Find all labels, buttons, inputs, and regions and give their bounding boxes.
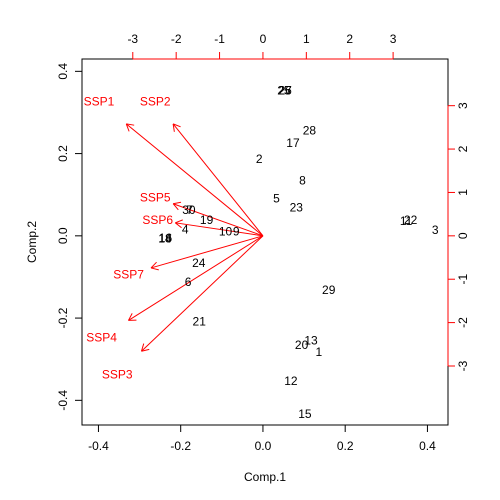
point-label: 2	[256, 152, 263, 166]
point-label: 8	[299, 173, 306, 187]
point-label: 18	[158, 232, 172, 246]
loading-label-ssp1: SSP1	[84, 95, 115, 109]
axis-top-tick-label: -3	[127, 32, 138, 46]
loading-label-ssp5: SSP5	[140, 190, 171, 204]
axis-right-tick-label: 0	[456, 232, 470, 239]
axis-bottom-tick-label: 0.0	[255, 439, 272, 453]
loading-arrow-ssp4	[128, 235, 264, 321]
loading-arrowhead	[150, 261, 157, 269]
axis-top-tick-label: 0	[260, 32, 267, 46]
axis-top-tick-label: 3	[390, 32, 397, 46]
axis-top-tick-label: 1	[303, 32, 310, 46]
loading-arrow-ssp6	[175, 222, 264, 237]
point-label: 10	[219, 225, 233, 239]
loading-arrowhead	[172, 123, 175, 132]
axis-bottom-tick-label: 0.2	[337, 439, 354, 453]
loading-arrowhead	[150, 267, 159, 271]
axis-bottom-tick-label: -0.4	[88, 439, 109, 453]
axis-top: -3 -2 -1 0 1 2 3	[127, 32, 397, 60]
loading-label-ssp7: SSP7	[113, 267, 144, 281]
loading-arrowhead	[126, 123, 135, 126]
axis-top-tick-label: -1	[214, 32, 225, 46]
loading-arrowhead	[141, 348, 150, 352]
point-label: 23	[290, 200, 304, 214]
axis-left-tick-label: 0.0	[56, 227, 70, 244]
loading-arrowhead	[172, 203, 179, 211]
axis-top-tick-label: 2	[346, 32, 353, 46]
point-label: 14	[158, 232, 172, 246]
point-label: 20	[295, 338, 309, 352]
point-label: 6	[185, 275, 192, 289]
axis-left-tick-label: 0.4	[56, 63, 70, 80]
point-label: 4	[182, 223, 189, 237]
axis-bottom: -0.4 -0.2 0.0 0.2 0.4	[88, 424, 436, 453]
point-label: 22	[404, 213, 418, 227]
point-label: 9	[233, 225, 240, 239]
loading-arrowhead	[172, 123, 181, 128]
axis-right-tick-label: -2	[456, 317, 470, 328]
point-label: 1	[316, 345, 323, 359]
axis-right-tick-label: -3	[456, 360, 470, 371]
axis-right-tick-label: 3	[456, 102, 470, 109]
axis-bottom-tick-label: 0.4	[419, 439, 436, 453]
y-axis-title: Comp.2	[25, 221, 39, 263]
axis-right-tick-label: 1	[456, 189, 470, 196]
point-label: 26	[278, 83, 292, 97]
loading-arrow-ssp5	[172, 203, 264, 237]
point-label: 15	[298, 407, 312, 421]
loading-arrowhead	[125, 123, 130, 132]
point-label: 19	[200, 213, 214, 227]
point-label: 16	[159, 231, 173, 245]
axis-top-tick-label: -2	[171, 32, 182, 46]
loading-arrows: SSP1 SSP2 SSP3 SSP4 SSP5 SSP6 SSP7	[84, 95, 264, 381]
loading-arrowhead	[173, 201, 182, 205]
point-label: 25	[277, 83, 291, 97]
point-label: 3	[432, 223, 439, 237]
point-label: 21	[193, 314, 207, 328]
loading-label-ssp3: SSP3	[102, 367, 133, 381]
point-label: 13	[304, 334, 318, 348]
axis-right-tick-label: 2	[456, 145, 470, 152]
x-axis-title: Comp.1	[244, 470, 286, 484]
point-label: 29	[322, 283, 336, 297]
point-label: 27	[278, 83, 292, 97]
loading-arrowhead	[140, 343, 145, 352]
loading-label-ssp2: SSP2	[140, 95, 171, 109]
loading-arrowhead	[174, 222, 182, 229]
axis-right: -3 -2 -1 0 1 2 3	[447, 102, 470, 371]
loading-label-ssp4: SSP4	[86, 330, 117, 344]
point-label: 17	[286, 136, 300, 150]
axis-bottom-tick-label: -0.2	[170, 439, 191, 453]
point-label: 11	[400, 214, 413, 228]
axis-left-tick-label: -0.2	[56, 307, 70, 328]
loading-arrow-ssp3	[141, 235, 264, 352]
loading-arrow-ssp2	[172, 123, 264, 237]
loading-arrowhead	[128, 313, 133, 321]
point-label: 30	[182, 203, 196, 217]
loading-arrow-ssp7	[150, 235, 264, 269]
axis-left: -0.4 -0.2 0.0 0.2 0.4	[56, 63, 83, 411]
axis-right-tick-label: -1	[456, 274, 470, 285]
axis-left-tick-label: -0.4	[56, 390, 70, 411]
point-label: 5	[273, 191, 280, 205]
loading-arrow-ssp1	[125, 123, 264, 237]
point-label: 28	[303, 124, 317, 138]
score-points: 1234567891011121314151617181920212223242…	[158, 83, 439, 421]
loading-arrowhead	[175, 219, 183, 224]
loading-label-ssp6: SSP6	[142, 213, 173, 227]
axis-left-tick-label: 0.2	[56, 145, 70, 162]
point-label: 12	[284, 374, 298, 388]
point-label: 7	[186, 203, 193, 217]
point-label: 24	[192, 256, 206, 270]
